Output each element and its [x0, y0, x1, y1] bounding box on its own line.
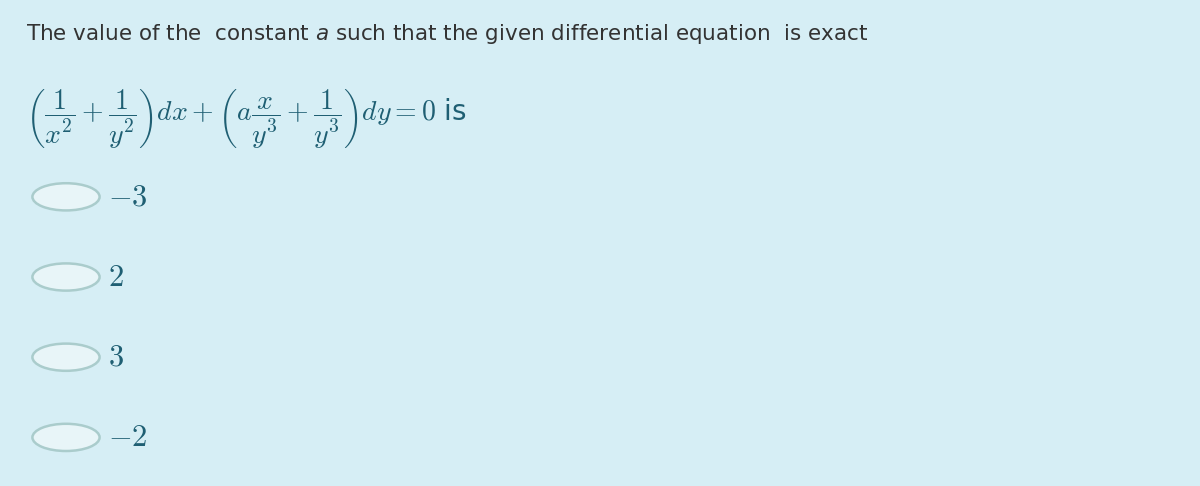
- Text: $-2$: $-2$: [108, 423, 148, 452]
- Text: $3$: $3$: [108, 343, 124, 372]
- Text: $2$: $2$: [108, 262, 124, 292]
- Circle shape: [32, 344, 100, 371]
- Text: The value of the  constant $a$ such that the given differential equation  is exa: The value of the constant $a$ such that …: [26, 22, 869, 46]
- Text: $-3$: $-3$: [108, 182, 148, 211]
- Circle shape: [32, 183, 100, 210]
- Circle shape: [32, 263, 100, 291]
- Circle shape: [32, 424, 100, 451]
- Text: $\left(\dfrac{1}{x^2} + \dfrac{1}{y^2}\right)dx + \left(a\dfrac{x}{y^3} + \dfrac: $\left(\dfrac{1}{x^2} + \dfrac{1}{y^2}\r…: [26, 87, 467, 151]
